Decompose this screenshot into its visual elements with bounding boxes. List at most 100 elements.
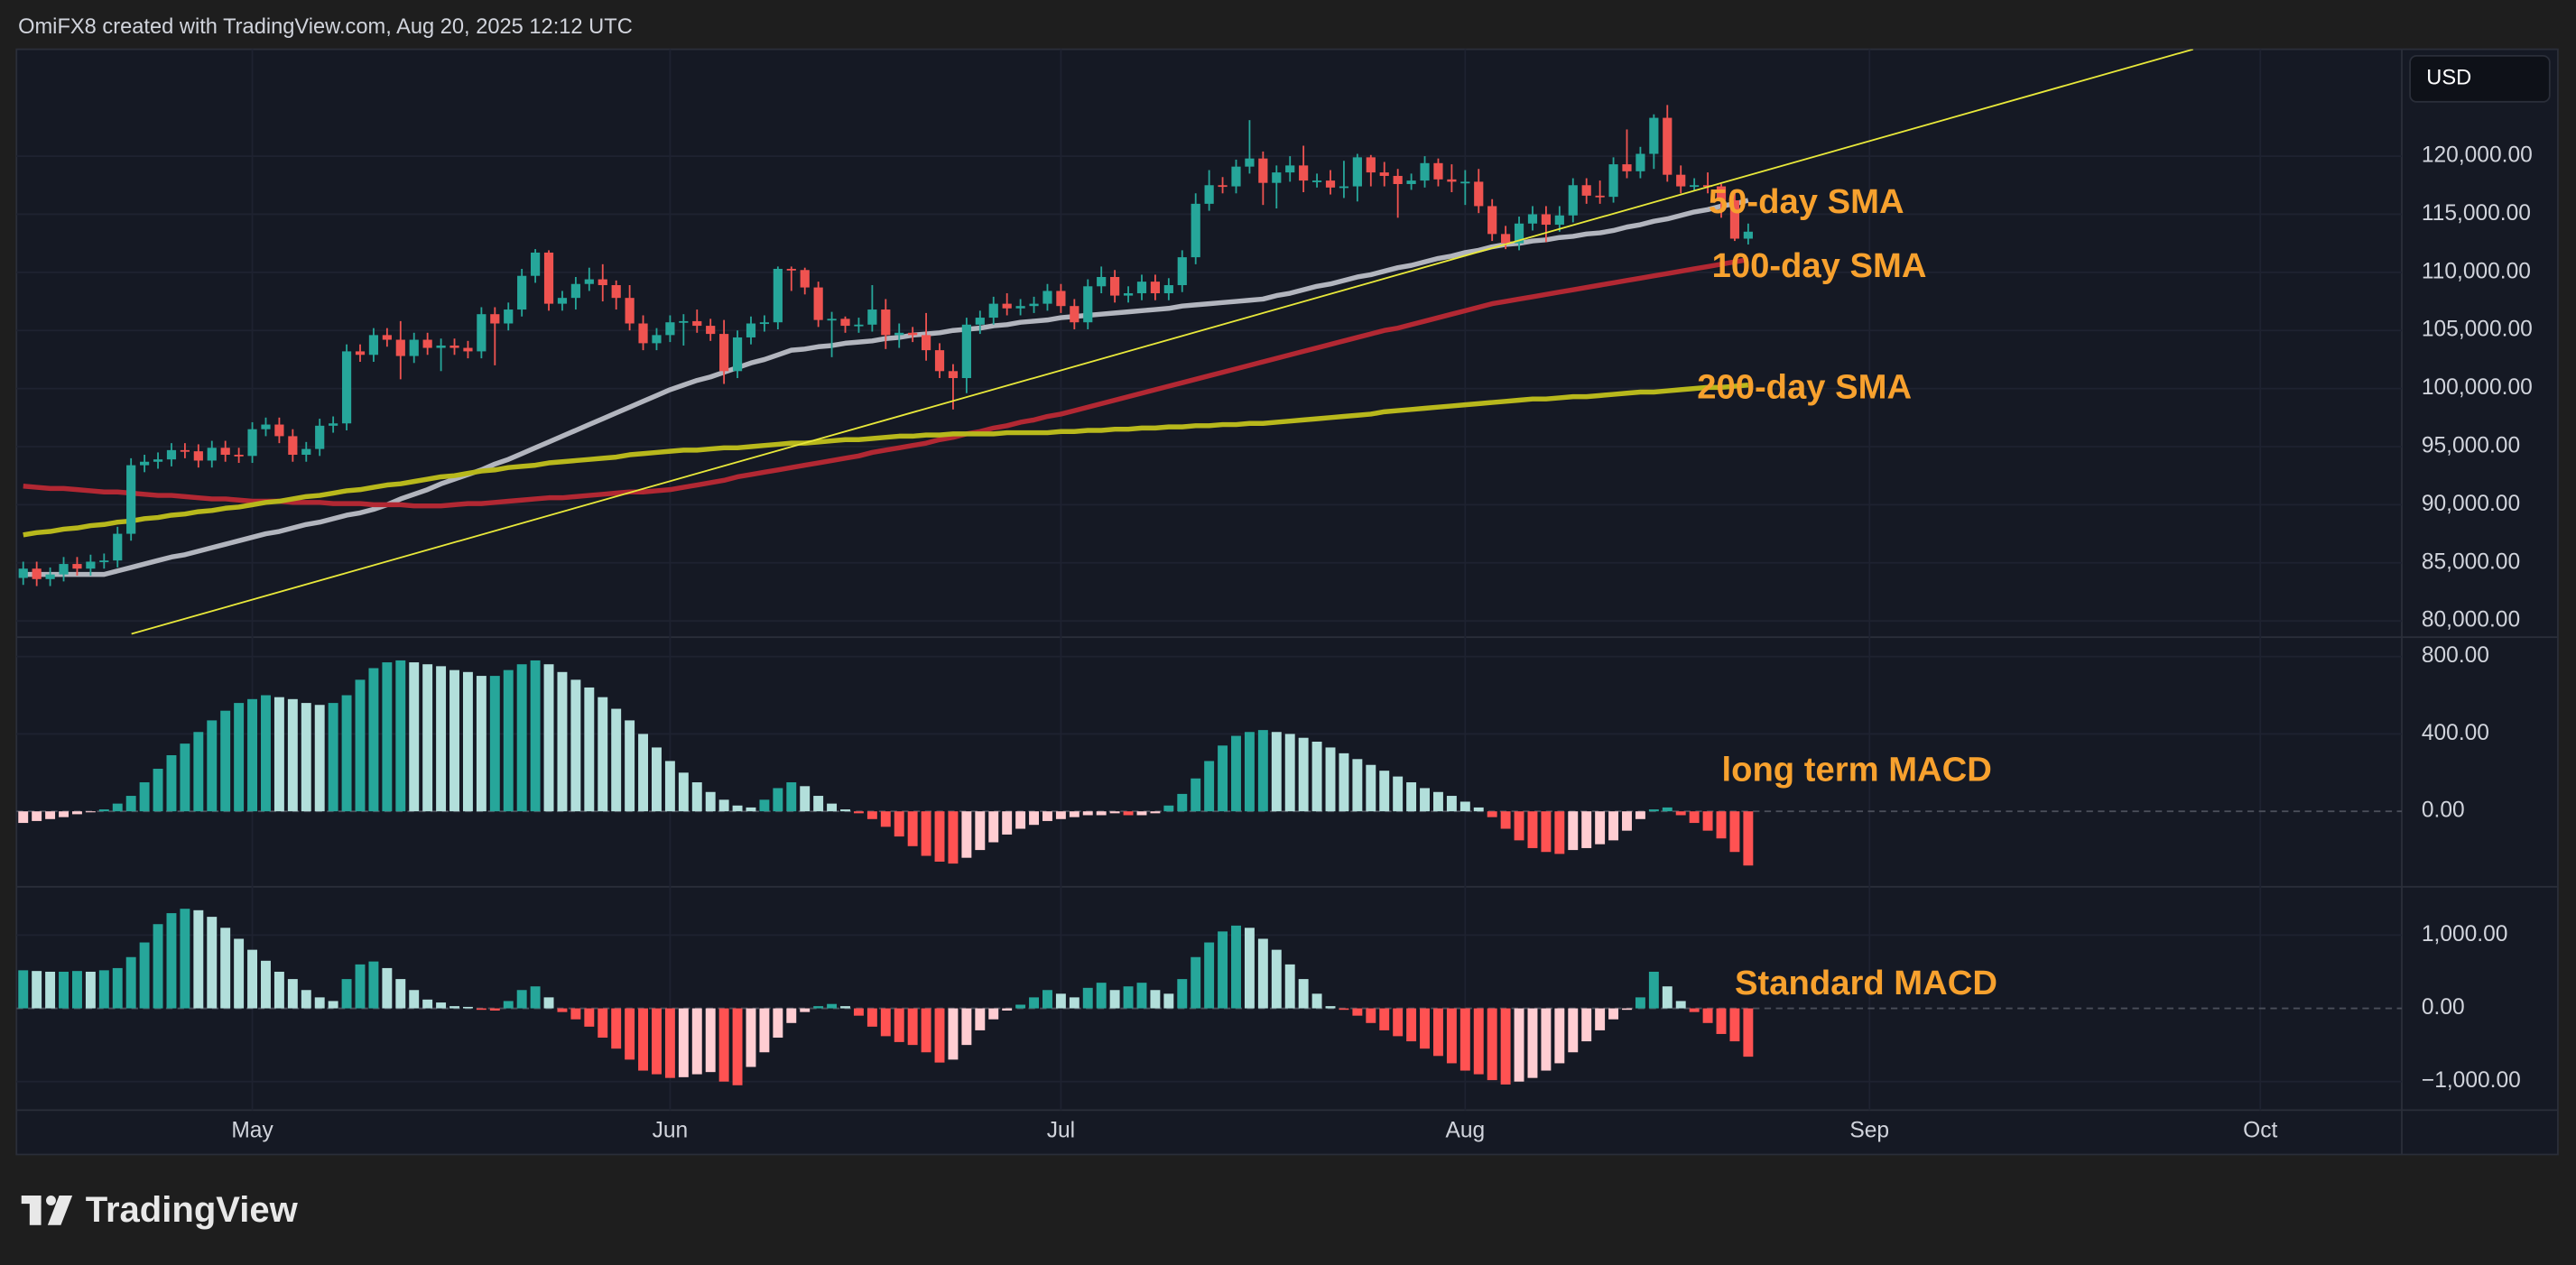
histogram-bar — [1042, 811, 1052, 821]
histogram-bar — [328, 1001, 338, 1009]
histogram-bar — [705, 791, 716, 812]
histogram-bar — [1662, 986, 1673, 1009]
histogram-bar — [409, 662, 420, 812]
candle-body — [1042, 291, 1052, 304]
candle-body — [584, 279, 594, 284]
histogram-bar — [1231, 735, 1241, 812]
histogram-bar — [476, 1008, 486, 1011]
y-tick-label: 800.00 — [2422, 643, 2489, 668]
histogram-bar — [652, 747, 662, 812]
candle-body — [463, 347, 473, 352]
currency[interactable]: USD — [2426, 67, 2471, 90]
histogram-bar — [1244, 928, 1255, 1009]
candle-body — [881, 309, 891, 336]
candle-body — [1379, 172, 1389, 176]
histogram-bar — [234, 938, 245, 1009]
histogram-bar — [341, 695, 352, 812]
histogram-bar — [907, 811, 918, 846]
candle-body — [18, 568, 28, 578]
y-tick-label: 115,000.00 — [2422, 201, 2531, 226]
candle-body — [1325, 180, 1336, 188]
candle-body — [409, 339, 419, 356]
candle-body — [45, 574, 55, 579]
histogram-bar — [638, 1008, 649, 1071]
y-tick-label: 110,000.00 — [2422, 259, 2531, 283]
histogram-bar — [234, 703, 245, 812]
candle-body — [234, 455, 244, 457]
histogram-bar — [1702, 811, 1713, 831]
histogram-bar — [1554, 1008, 1565, 1064]
histogram-bar — [1595, 1008, 1606, 1030]
candle-body — [625, 298, 635, 324]
candle-body — [1541, 214, 1552, 226]
histogram-bar — [1487, 811, 1497, 817]
candle-body — [1352, 157, 1362, 187]
histogram-bar — [975, 1008, 986, 1030]
histogram-bar — [287, 979, 298, 1009]
histogram-bar — [759, 799, 770, 812]
histogram-bar — [153, 924, 163, 1009]
histogram-bar — [827, 803, 838, 812]
candle-body — [1474, 181, 1484, 207]
candle-body — [1460, 181, 1470, 184]
currency-box[interactable] — [2409, 54, 2551, 103]
x-tick-label: Jul — [1047, 1119, 1075, 1143]
histogram-bar — [557, 671, 568, 812]
histogram-bar — [1689, 1008, 1700, 1012]
histogram-bar — [247, 949, 258, 1009]
histogram-bar — [1608, 811, 1619, 841]
series-label: 200-day SMA — [1697, 367, 1912, 406]
histogram-bar — [1379, 771, 1390, 812]
candle-body — [126, 465, 136, 534]
histogram-bar — [1446, 796, 1457, 812]
histogram-bar — [1218, 745, 1228, 812]
histogram-bar — [382, 662, 393, 812]
histogram-bar — [827, 1003, 838, 1009]
histogram-bar — [1042, 990, 1052, 1009]
x-tick-label: Oct — [2243, 1119, 2277, 1143]
histogram-bar — [503, 1001, 514, 1009]
histogram-bar — [611, 708, 622, 812]
candle-body — [1231, 166, 1241, 187]
candle-body — [1420, 162, 1430, 181]
histogram-bar — [678, 1008, 689, 1077]
histogram-bar — [1055, 993, 1066, 1009]
histogram-bar — [368, 668, 379, 812]
candle-body — [1366, 157, 1376, 173]
candle-body — [1272, 172, 1282, 183]
histogram-bar — [1191, 956, 1201, 1009]
histogram-bar — [1473, 807, 1484, 812]
histogram-bar — [759, 1008, 770, 1053]
histogram-bar — [880, 1008, 891, 1037]
histogram-bar — [341, 979, 352, 1009]
candle-body — [706, 326, 716, 335]
candle-body — [1702, 185, 1713, 188]
histogram-bar — [840, 809, 850, 812]
histogram-bar — [98, 809, 109, 812]
candle-body — [1649, 117, 1659, 154]
histogram-bar — [193, 732, 204, 812]
histogram-bar — [880, 811, 891, 827]
histogram-bar — [934, 811, 945, 862]
histogram-bar — [1257, 938, 1268, 1009]
histogram-bar — [422, 664, 433, 812]
y-tick-label: 0.00 — [2422, 995, 2465, 1020]
sma-line — [23, 256, 1749, 509]
histogram-bar — [813, 796, 824, 812]
histogram-bar — [71, 811, 82, 815]
y-tick-label: 95,000.00 — [2422, 433, 2520, 457]
histogram-bar — [18, 970, 29, 1009]
candle-body — [1056, 291, 1066, 307]
candle-body — [32, 568, 42, 579]
histogram-bar — [207, 917, 218, 1009]
histogram-bar — [1581, 1008, 1592, 1042]
histogram-bar — [1339, 753, 1349, 812]
histogram-bar — [503, 669, 514, 812]
histogram-bar — [32, 971, 42, 1009]
histogram-bar — [1648, 971, 1659, 1009]
histogram-bar — [85, 811, 96, 813]
histogram-bar — [1393, 1008, 1404, 1037]
histogram-bar — [98, 970, 109, 1009]
histogram-bar — [59, 971, 69, 1009]
